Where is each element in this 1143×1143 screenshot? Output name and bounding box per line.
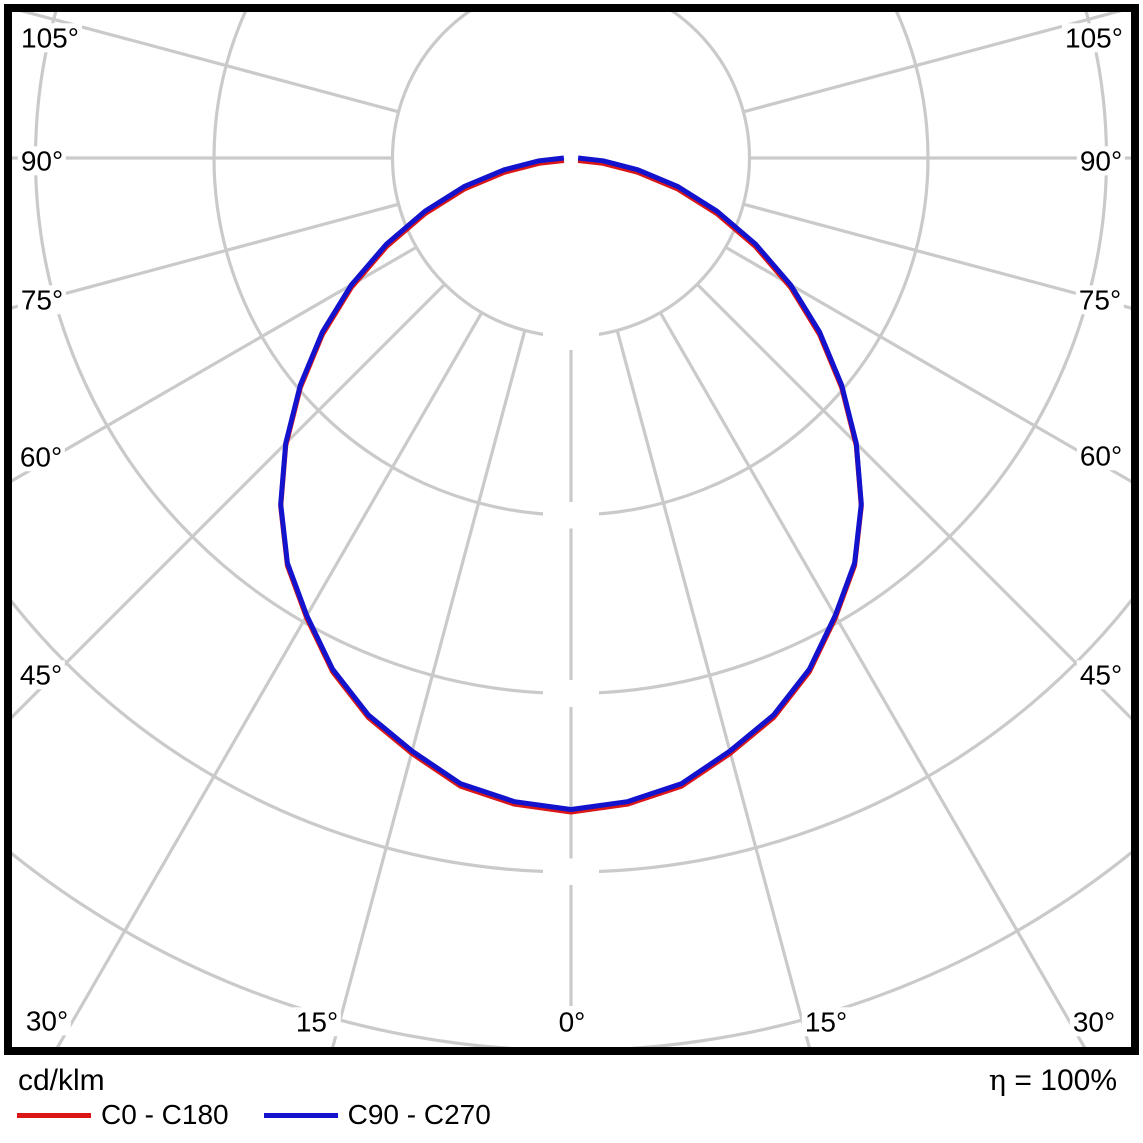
angle-label-bottom-3: 15° [801, 1007, 851, 1037]
distribution-curve-c90-c270 [278, 155, 864, 812]
legend: C0 - C180 C90 - C270 [17, 1099, 491, 1131]
angle-label-left-4: 45° [16, 660, 66, 690]
angle-label-left-2: 75° [17, 285, 67, 315]
legend-swatch-c0-c180 [17, 1112, 91, 1118]
legend-swatch-c90-c270 [263, 1112, 338, 1118]
chart-frame [4, 4, 1139, 1055]
angle-label-bottom-4: 30° [1069, 1007, 1119, 1037]
efficiency-value: 100% [1040, 1064, 1117, 1097]
angle-label-bottom-1: 15° [292, 1007, 342, 1037]
angle-label-right-2: 75° [1075, 285, 1125, 315]
angle-label-left-1: 90° [17, 146, 67, 176]
legend-item-c90-c270: C90 - C270 [263, 1099, 491, 1131]
angle-label-right-4: 45° [1076, 660, 1126, 690]
angle-label-right-3: 60° [1076, 441, 1126, 471]
legend-item-c0-c180: C0 - C180 [17, 1099, 229, 1131]
angle-label-bottom-2: 0° [555, 1007, 589, 1037]
legend-label-c90-c270: C90 - C270 [347, 1099, 491, 1130]
polar-chart [4, 4, 1139, 1055]
legend-label-c0-c180: C0 - C180 [101, 1099, 229, 1130]
efficiency-equals: = [1006, 1064, 1041, 1097]
unit-label: cd/klm [18, 1064, 105, 1097]
polar-grid [12, 12, 1131, 1047]
angle-label-right-1: 90° [1076, 146, 1126, 176]
angle-label-bottom-0: 30° [22, 1006, 72, 1036]
angle-label-right-0: 105° [1062, 23, 1126, 53]
angle-label-left-0: 105° [18, 23, 82, 53]
angle-label-left-3: 60° [16, 442, 66, 472]
efficiency-readout: η = 100% [989, 1064, 1117, 1097]
eta-symbol: η [988, 1063, 1007, 1097]
